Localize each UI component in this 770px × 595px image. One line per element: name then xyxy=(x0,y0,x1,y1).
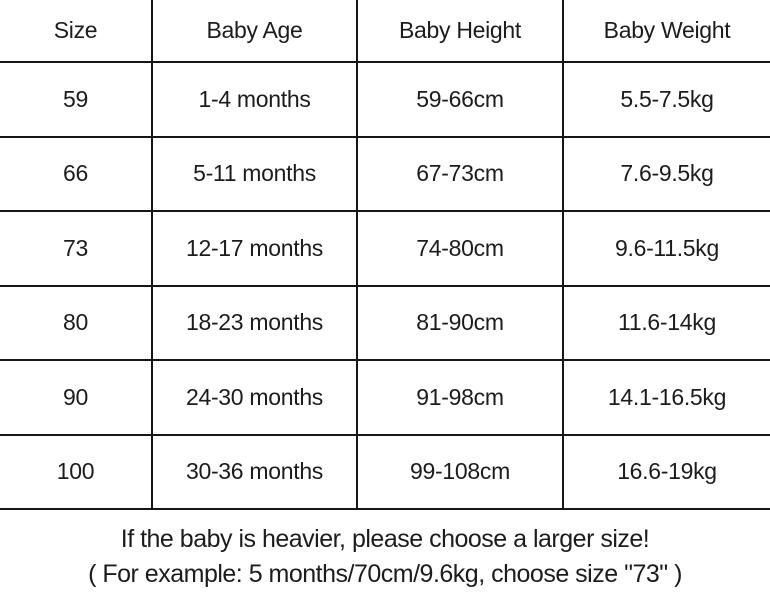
table-row-size-100: 100 30-36 months 99-108cm 16.6-19kg xyxy=(0,434,770,510)
cell-weight: 11.6-14kg xyxy=(563,285,770,361)
cell-age: 12-17 months xyxy=(152,211,358,287)
cell-height: 67-73cm xyxy=(357,136,564,212)
cell-height: 74-80cm xyxy=(357,211,564,287)
table-row-size-90: 90 24-30 months 91-98cm 14.1-16.5kg xyxy=(0,360,770,436)
cell-weight: 9.6-11.5kg xyxy=(563,211,770,287)
cell-size: 73 xyxy=(0,211,153,287)
cell-age: 1-4 months xyxy=(152,62,358,138)
cell-age: 24-30 months xyxy=(152,360,358,436)
cell-age: 18-23 months xyxy=(152,285,358,361)
cell-size: 66 xyxy=(0,136,153,212)
baby-size-chart-table: Size Baby Age Baby Height Baby Weight 59… xyxy=(0,0,770,510)
table-row-size-73: 73 12-17 months 74-80cm 9.6-11.5kg xyxy=(0,211,770,287)
column-header-baby-age: Baby Age xyxy=(152,0,358,63)
header-row: Size Baby Age Baby Height Baby Weight xyxy=(0,0,770,63)
cell-height: 81-90cm xyxy=(357,285,564,361)
table-row-size-66: 66 5-11 months 67-73cm 7.6-9.5kg xyxy=(0,136,770,212)
cell-weight: 5.5-7.5kg xyxy=(563,62,770,138)
cell-age: 5-11 months xyxy=(152,136,358,212)
note-example: ( For example: 5 months/70cm/9.6kg, choo… xyxy=(88,560,682,588)
table-body: 59 1-4 months 59-66cm 5.5-7.5kg 66 5-11 … xyxy=(0,62,770,510)
column-header-baby-height: Baby Height xyxy=(357,0,564,63)
cell-size: 90 xyxy=(0,360,153,436)
size-advice-notes: If the baby is heavier, please choose a … xyxy=(0,510,770,592)
cell-height: 91-98cm xyxy=(357,360,564,436)
cell-weight: 16.6-19kg xyxy=(563,434,770,510)
cell-weight: 14.1-16.5kg xyxy=(563,360,770,436)
cell-height: 59-66cm xyxy=(357,62,564,138)
table-row-size-80: 80 18-23 months 81-90cm 11.6-14kg xyxy=(0,285,770,361)
table-row-size-59: 59 1-4 months 59-66cm 5.5-7.5kg xyxy=(0,62,770,138)
cell-size: 100 xyxy=(0,434,153,510)
cell-size: 59 xyxy=(0,62,153,138)
note-larger-size: If the baby is heavier, please choose a … xyxy=(120,525,650,553)
column-header-size: Size xyxy=(0,0,153,63)
table-header: Size Baby Age Baby Height Baby Weight xyxy=(0,0,770,63)
cell-weight: 7.6-9.5kg xyxy=(563,136,770,212)
cell-size: 80 xyxy=(0,285,153,361)
cell-age: 30-36 months xyxy=(152,434,358,510)
column-header-baby-weight: Baby Weight xyxy=(563,0,770,63)
cell-height: 99-108cm xyxy=(357,434,564,510)
